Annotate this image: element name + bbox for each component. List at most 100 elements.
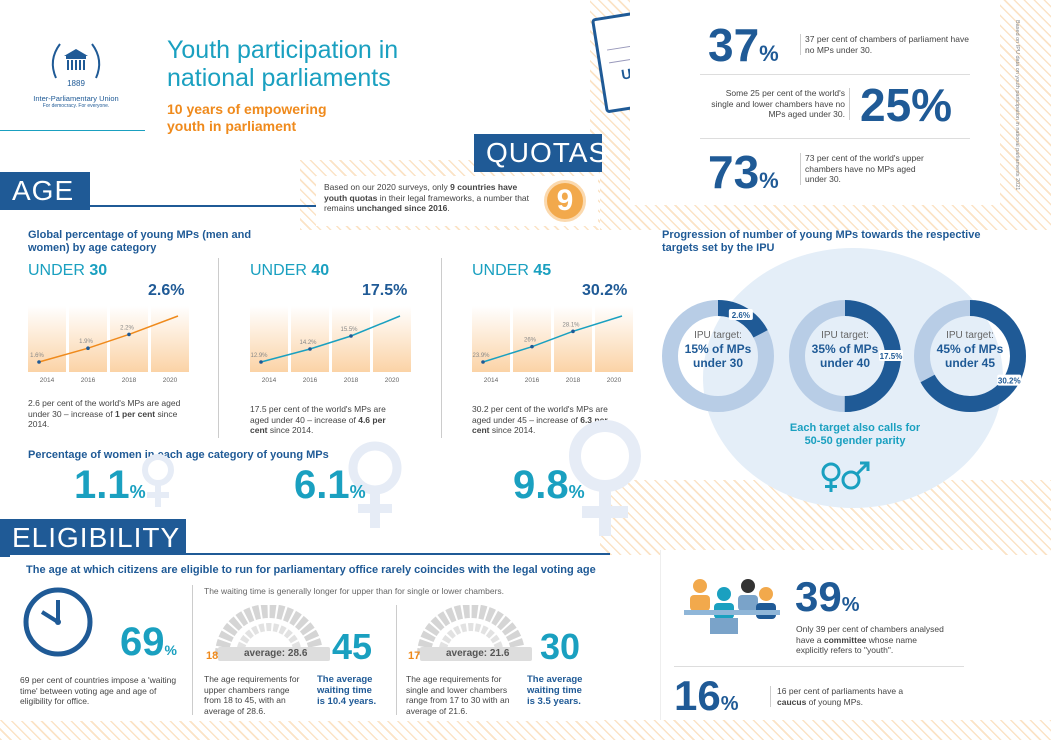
title-line-1: Youth participation in	[167, 36, 399, 64]
panel-1-label-num: 30	[89, 262, 108, 279]
caucus-text-c: of young MPs.	[806, 696, 863, 707]
trend-point	[571, 329, 575, 334]
gender-symbols-icon	[821, 461, 870, 492]
young-mps-group-icon	[684, 579, 780, 634]
logo-tagline: For democracy. For everyone.	[42, 103, 110, 109]
quotas-number-circle: 9	[544, 180, 586, 222]
panel-3-desc-b: 6.3 per cent	[472, 414, 608, 436]
chart-column	[373, 306, 411, 372]
quotas-text-b: 9 countries have youth quotas	[324, 182, 518, 203]
subtitle-line-1: 10 years of empowering	[167, 101, 327, 117]
quotas-text-a: Based on our 2020 surveys, only	[324, 182, 451, 192]
title-line-2: national parliaments	[167, 64, 391, 92]
page-subtitle: 10 years of empowering youth in parliame…	[167, 101, 327, 135]
panel-divider-2	[441, 258, 442, 438]
year-label: 2020	[607, 377, 622, 384]
upper-wait-line1: The average	[317, 674, 373, 685]
elig-divider-1	[192, 585, 193, 715]
panel-1-final: 2.6%	[148, 282, 185, 299]
ring-2-text: IPU target: 35% of MPs under 40	[803, 330, 887, 370]
committee-box	[660, 550, 1000, 720]
eligibility-headline: The age at which citizens are eligible t…	[26, 564, 596, 576]
women-under-45: 9.8%	[513, 463, 585, 508]
committee-stat: 39%	[795, 573, 860, 621]
trend-point	[308, 347, 312, 351]
point-label: 28.1%	[562, 322, 580, 328]
chart-column	[151, 306, 189, 372]
year-label: 2014	[484, 377, 499, 384]
panel-2-desc-a: 17.5 per cent of the world's MPs are age…	[250, 404, 386, 425]
female-icon-3	[569, 420, 641, 536]
panel-3-desc: 30.2 per cent of the world's MPs are age…	[472, 404, 622, 436]
women-3-value: 9.8	[513, 463, 569, 507]
age-chart-title: Global percentage of young MPs (men and …	[28, 229, 252, 254]
panel-1-label-pre: UNDER	[28, 262, 90, 279]
stat-73-value: 73	[708, 146, 760, 198]
quotas-number: 9	[556, 184, 574, 217]
panel-1-chart: 2014 2016 2018 2020 1.6% 1.9% 2.2%	[28, 306, 189, 384]
subtitle-line-2: youth in parliament	[167, 118, 297, 134]
quotas-text: Based on our 2020 surveys, only 9 countr…	[324, 182, 530, 214]
ring-1-text: IPU target: 15% of MPs under 30	[676, 330, 760, 370]
trend-point	[481, 360, 485, 364]
ring-label-bg	[879, 350, 903, 361]
progression-title: Progression of number of young MPs towar…	[662, 229, 981, 254]
panel-1-desc-b: 1 per cent	[114, 408, 156, 419]
women-under-40: 6.1%	[294, 463, 366, 508]
chart-column	[472, 306, 510, 372]
quotas-heading: QUOTAS	[474, 134, 607, 172]
year-label: 2020	[163, 377, 178, 384]
panel-1-label: UNDER 30	[28, 262, 208, 280]
parity-line-2: 50-50 gender parity	[804, 435, 906, 447]
panel-1-desc-a: 2.6 per cent of the world's MPs are aged…	[28, 398, 181, 419]
women-under-30: 1.1%	[74, 463, 146, 508]
committee-divider	[674, 666, 964, 667]
divider-1	[700, 74, 970, 75]
waiting-pct: 69%	[120, 620, 177, 665]
upper-chamber-arc-icon	[215, 605, 323, 656]
lower-wait: The average waiting time is 3.5 years.	[527, 674, 582, 707]
ring-3-target-line1: 45% of MPs	[936, 342, 1004, 356]
committee-text-a: Only 39 per cent of chambers analysed ha…	[796, 624, 944, 645]
logo-name: Inter-Parliamentary Union	[33, 94, 119, 103]
panel-2-label: UNDER 40	[250, 262, 430, 280]
stat-73: 73% 73 per cent of the world's upper cha…	[708, 145, 978, 198]
stat-73-unit: %	[759, 168, 779, 193]
clock-icon	[23, 587, 93, 657]
ring-1-target-line2: under 30	[692, 356, 743, 370]
panel-2-desc-c: since 2014.	[267, 425, 314, 435]
stat-37-value: 37	[708, 19, 760, 71]
point-label: 1.6%	[30, 353, 44, 359]
caucus-value: 16	[674, 672, 721, 719]
header-divider	[0, 130, 145, 131]
ring-label-bg	[997, 374, 1022, 386]
women-1-unit: %	[129, 482, 146, 502]
trend-point	[349, 334, 353, 338]
elig-divider-2	[396, 605, 397, 715]
point-label: 26%	[524, 338, 537, 344]
ring-1-target-line1: 15% of MPs	[684, 342, 752, 356]
panel-2-chart: 2014 2016 2018 2020 12.9% 14.2% 15.5%	[250, 306, 411, 384]
stat-37-unit: %	[759, 41, 779, 66]
waiting-pct-unit: %	[164, 642, 177, 658]
logo-year: 1889	[67, 79, 85, 88]
women-2-unit: %	[349, 482, 366, 502]
upper-wait-line3: is 10.4 years.	[317, 696, 377, 707]
stat-25-value: 25%	[860, 79, 953, 131]
lower-chamber-arc-icon	[417, 605, 525, 656]
point-label: 2.2%	[120, 325, 134, 331]
chart-column	[332, 306, 370, 372]
trend-point	[127, 332, 131, 337]
chart-column	[291, 306, 329, 372]
trend-line	[260, 315, 401, 363]
chart-column	[513, 306, 551, 372]
panel-3-chart: 2014 2016 2018 2020 23.9% 26% 28.1%	[472, 306, 633, 384]
lower-wait-line1: The average	[527, 674, 583, 685]
chart-column	[250, 306, 288, 372]
side-note: Based on IPU data on youth participation…	[1014, 20, 1020, 191]
trend-point	[259, 360, 263, 364]
panel-3-final: 30.2%	[582, 282, 628, 299]
quotas-text-e: .	[447, 203, 450, 213]
quotas-box: Based on our 2020 surveys, only 9 countr…	[316, 176, 598, 226]
chart-column	[595, 306, 633, 372]
